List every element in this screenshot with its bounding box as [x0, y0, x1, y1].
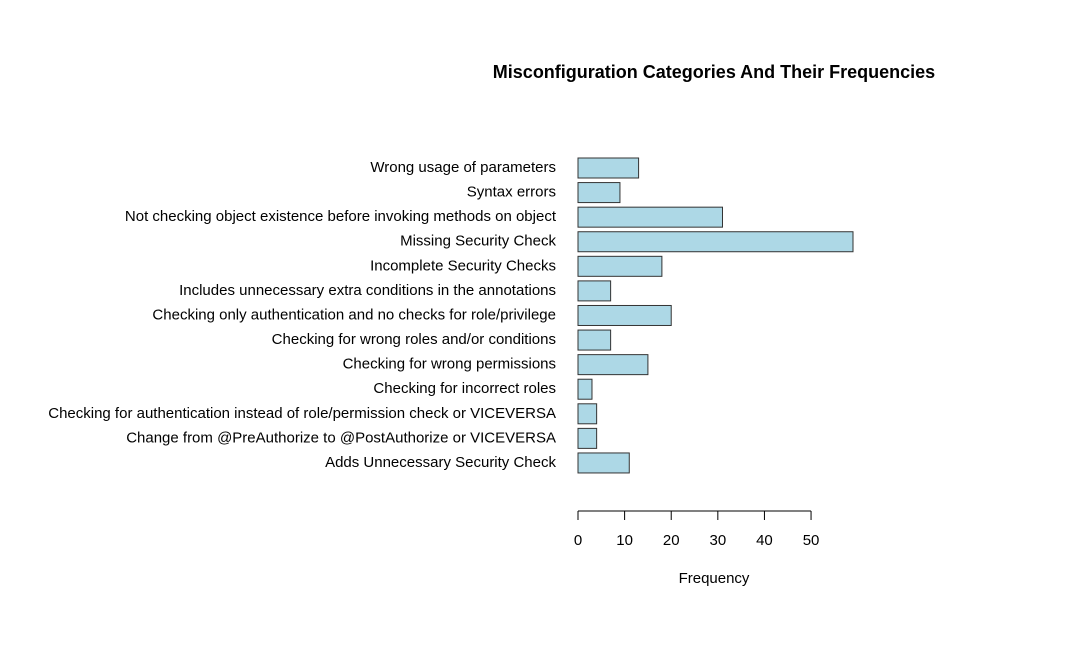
y-tick-label: Not checking object existence before inv… — [125, 208, 557, 225]
y-tick-label: Incomplete Security Checks — [370, 257, 556, 274]
y-tick-label: Checking for wrong permissions — [343, 356, 556, 373]
y-tick-label: Adds Unnecessary Security Check — [325, 454, 556, 471]
bar — [577, 182, 621, 204]
y-tick-label: Includes unnecessary extra conditions in… — [179, 282, 556, 299]
chart-title: Misconfiguration Categories And Their Fr… — [493, 62, 935, 82]
x-axis-label: Frequency — [679, 570, 750, 587]
bar — [577, 354, 649, 376]
y-tick-label: Checking for incorrect roles — [373, 380, 556, 397]
x-tick-label: 40 — [756, 532, 773, 549]
y-tick-label: Change from @PreAuthorize to @PostAuthor… — [126, 429, 556, 446]
bar — [577, 452, 630, 474]
bar — [577, 206, 723, 228]
y-tick-label: Missing Security Check — [400, 233, 556, 250]
bar — [577, 280, 612, 302]
bar — [577, 403, 598, 425]
bar — [577, 378, 593, 400]
y-tick-label: Checking only authentication and no chec… — [152, 306, 556, 323]
x-tick-label: 10 — [616, 532, 633, 549]
bar — [577, 427, 598, 449]
bar — [577, 255, 663, 277]
y-tick-label: Syntax errors — [467, 184, 556, 201]
y-tick-label: Checking for authentication instead of r… — [48, 405, 556, 422]
y-tick-label: Checking for wrong roles and/or conditio… — [272, 331, 556, 348]
bar — [577, 157, 640, 179]
y-tick-label: Wrong usage of parameters — [370, 159, 556, 176]
x-tick-label: 50 — [803, 532, 820, 549]
x-tick-label: 0 — [574, 532, 582, 549]
x-tick-label: 30 — [709, 532, 726, 549]
bar — [577, 231, 854, 253]
x-tick-label: 20 — [663, 532, 680, 549]
bar — [577, 304, 672, 326]
bar — [577, 329, 612, 351]
